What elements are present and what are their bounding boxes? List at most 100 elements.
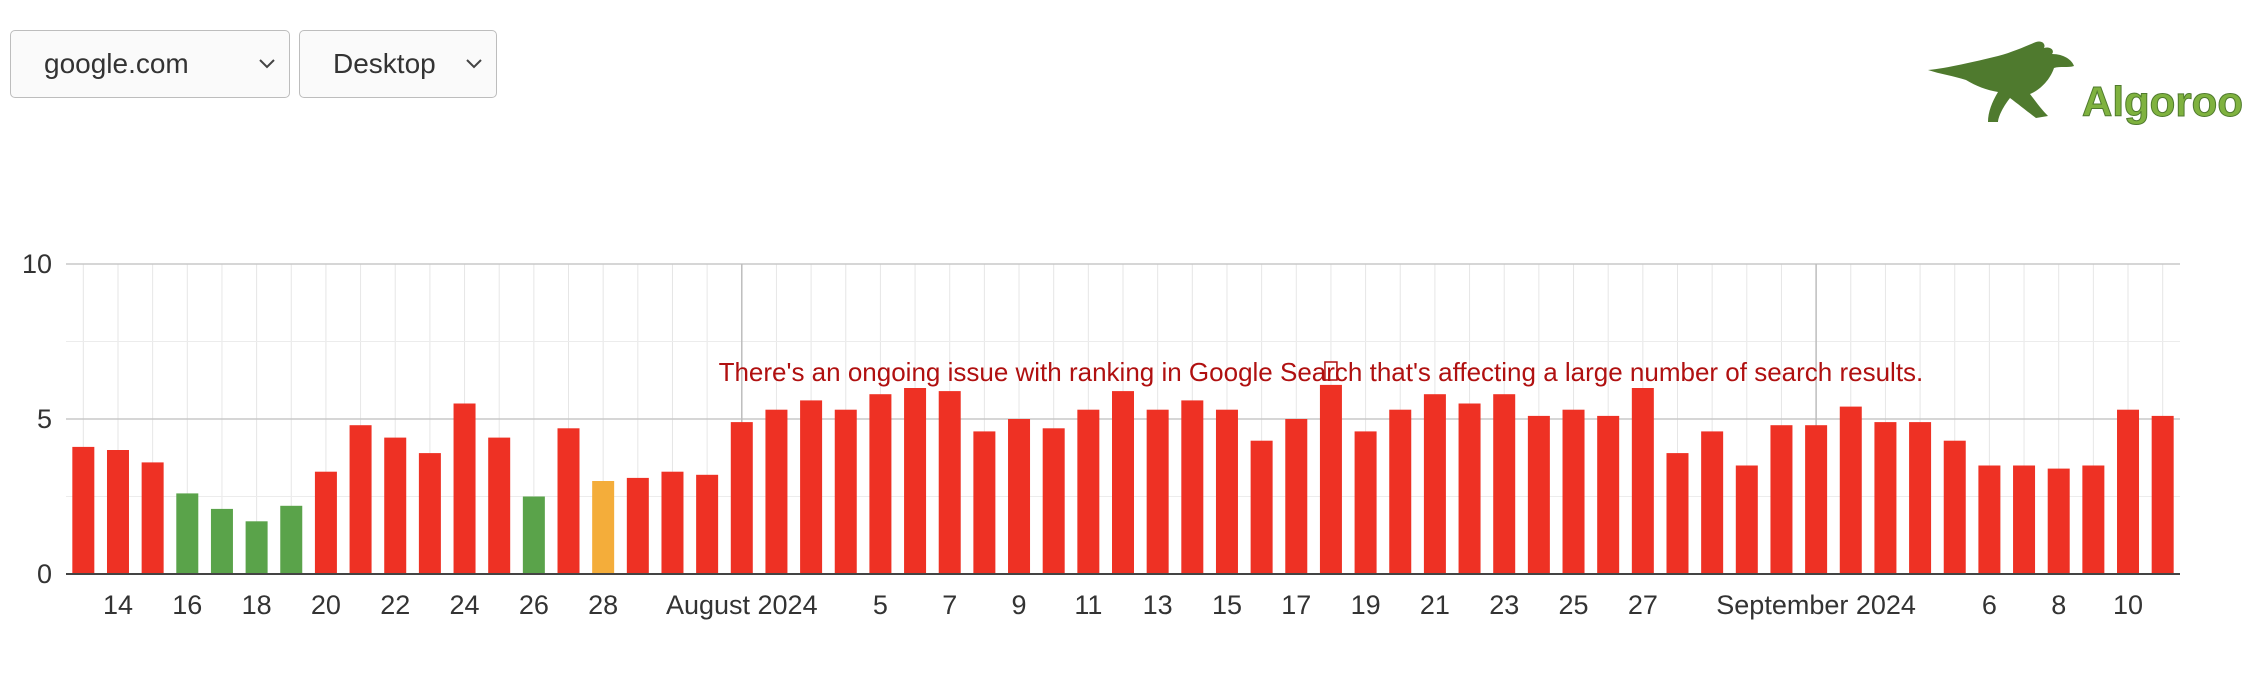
chevron-down-icon (466, 59, 482, 69)
x-tick-label: 26 (519, 590, 549, 620)
bar (869, 394, 892, 574)
bar (141, 462, 164, 574)
bar (1770, 425, 1793, 574)
bar (1701, 431, 1724, 574)
x-tick-label: 11 (1074, 590, 1102, 620)
bar (418, 453, 441, 574)
x-tick-label: 13 (1143, 590, 1173, 620)
bar (1250, 440, 1273, 574)
x-tick-label: 7 (942, 590, 957, 620)
x-tick-label: 20 (311, 590, 341, 620)
x-tick-label: 6 (1982, 590, 1997, 620)
kangaroo-icon (1928, 41, 2074, 122)
bar (245, 521, 268, 574)
x-tick-label: 22 (380, 590, 410, 620)
y-tick-label: 10 (22, 249, 52, 279)
bar (1943, 440, 1966, 574)
bar (1042, 428, 1065, 574)
bar (1077, 409, 1100, 574)
bar (1112, 391, 1134, 574)
bar (1805, 425, 1828, 574)
x-tick-label: 27 (1628, 590, 1658, 620)
bar (1666, 453, 1689, 574)
x-tick-label: 23 (1489, 590, 1519, 620)
bar (1181, 400, 1204, 574)
bar (1008, 419, 1031, 574)
bar (1285, 419, 1308, 574)
bar (280, 505, 303, 574)
x-tick-label: 21 (1420, 590, 1450, 620)
bar (349, 425, 372, 574)
bar (1423, 394, 1446, 574)
x-tick-label: September 2024 (1716, 590, 1916, 620)
x-tick-label: 16 (172, 590, 202, 620)
bar (1146, 409, 1169, 574)
site-select-value: google.com (44, 48, 189, 79)
bar (834, 409, 857, 574)
bar (696, 474, 719, 574)
bar (973, 431, 996, 574)
bar (314, 471, 337, 574)
device-select-value: Desktop (333, 48, 436, 79)
bar (1631, 388, 1654, 574)
bar (765, 409, 788, 574)
algoroo-logo[interactable]: Algoroo (1918, 32, 2248, 132)
x-tick-label: 14 (103, 590, 133, 620)
bar (1562, 409, 1585, 574)
x-tick-label: 24 (450, 590, 480, 620)
bar (1389, 409, 1412, 574)
x-tick-label: 28 (588, 590, 618, 620)
x-tick-label: 10 (2113, 590, 2143, 620)
bar (1735, 465, 1758, 574)
bar (176, 493, 199, 574)
bar (1215, 409, 1238, 574)
site-select[interactable]: google.com (10, 30, 290, 98)
x-tick-label: 17 (1281, 590, 1311, 620)
x-tick-label: 8 (2051, 590, 2066, 620)
ranking-volatility-chart: 0 5 10 14 16 18 20 22 24 26 28 August 2024 5 7 9 11 13 15… (22, 249, 2180, 620)
bar (800, 400, 823, 574)
bar (2013, 465, 2036, 574)
bar (210, 508, 233, 574)
bar (72, 446, 95, 574)
y-tick-label: 0 (37, 559, 52, 589)
bar (1319, 384, 1342, 574)
bar (384, 437, 407, 574)
bar (1458, 403, 1481, 574)
bar (453, 403, 476, 574)
x-tick-label: August 2024 (666, 590, 818, 620)
bar (938, 391, 961, 574)
x-tick-label: 15 (1212, 590, 1242, 620)
bar (2151, 415, 2174, 574)
annotation-marker (1324, 361, 1338, 381)
bar (1597, 415, 1620, 574)
x-tick-label: 9 (1012, 590, 1027, 620)
bar (522, 496, 545, 574)
bar (2082, 465, 2105, 574)
bar (626, 477, 649, 574)
x-tick-label: 18 (242, 590, 272, 620)
filter-controls: google.com Desktop (10, 30, 497, 98)
device-select[interactable]: Desktop (299, 30, 497, 98)
bar (1527, 415, 1550, 574)
bar (1874, 422, 1897, 574)
brand-name: Algoroo (2082, 78, 2243, 125)
bar (1839, 406, 1862, 574)
bar (1978, 465, 2001, 574)
bar (1354, 431, 1377, 574)
bar (1493, 394, 1516, 574)
x-tick-label: 19 (1351, 590, 1381, 620)
x-tick-label: 5 (873, 590, 888, 620)
x-tick-label: 25 (1559, 590, 1589, 620)
bar (730, 422, 753, 574)
bar (557, 428, 580, 574)
bar (488, 437, 511, 574)
bar (2117, 409, 2140, 574)
chevron-down-icon (259, 59, 275, 69)
bar (904, 388, 927, 574)
bar (592, 481, 615, 574)
y-tick-label: 5 (37, 404, 52, 434)
annotation-text: There's an ongoing issue with ranking in… (719, 357, 1924, 387)
bar (2047, 468, 2070, 574)
bar (661, 471, 684, 574)
